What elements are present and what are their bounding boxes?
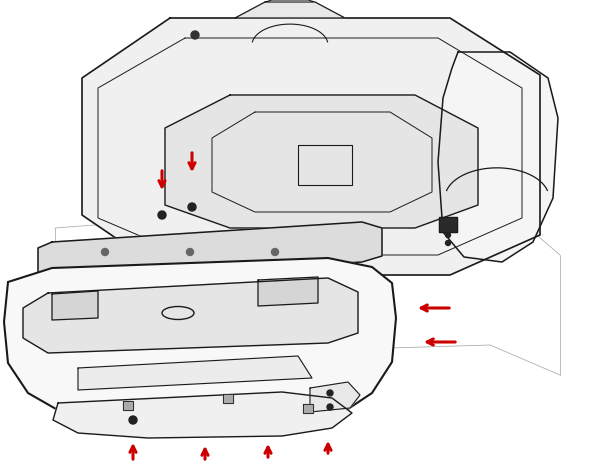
Polygon shape: [4, 258, 396, 426]
Polygon shape: [165, 95, 478, 228]
Circle shape: [158, 211, 166, 219]
Circle shape: [188, 203, 196, 211]
Circle shape: [271, 249, 278, 255]
Polygon shape: [53, 392, 352, 438]
Circle shape: [445, 233, 451, 237]
Polygon shape: [78, 356, 312, 390]
Polygon shape: [52, 291, 98, 320]
Circle shape: [445, 241, 451, 245]
Circle shape: [327, 390, 333, 396]
Polygon shape: [303, 404, 313, 413]
Circle shape: [186, 249, 194, 255]
Polygon shape: [235, 2, 345, 18]
Polygon shape: [310, 382, 360, 412]
Polygon shape: [223, 394, 233, 403]
Polygon shape: [258, 277, 318, 306]
Polygon shape: [38, 222, 382, 280]
Polygon shape: [82, 18, 540, 275]
Circle shape: [327, 404, 333, 410]
Polygon shape: [265, 0, 315, 2]
Polygon shape: [23, 278, 358, 353]
Polygon shape: [123, 401, 133, 410]
Circle shape: [101, 249, 109, 255]
Circle shape: [191, 31, 199, 39]
Polygon shape: [438, 52, 558, 262]
Circle shape: [129, 416, 137, 424]
Polygon shape: [439, 217, 457, 232]
